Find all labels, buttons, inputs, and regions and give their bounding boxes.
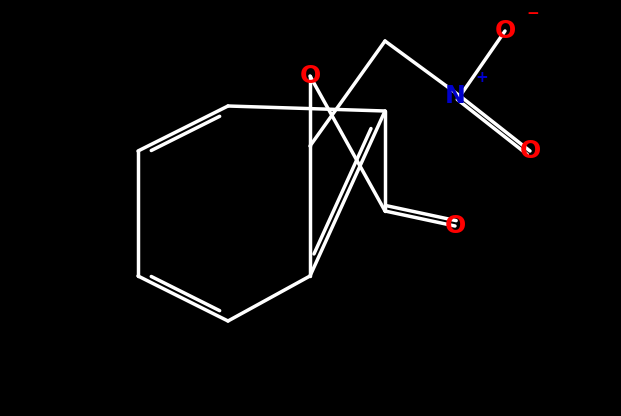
Text: N: N	[445, 84, 465, 108]
Text: O: O	[494, 19, 515, 43]
Text: O: O	[299, 64, 320, 88]
Text: −: −	[527, 5, 540, 20]
Text: O: O	[445, 214, 466, 238]
Text: +: +	[476, 70, 488, 86]
Text: O: O	[519, 139, 541, 163]
